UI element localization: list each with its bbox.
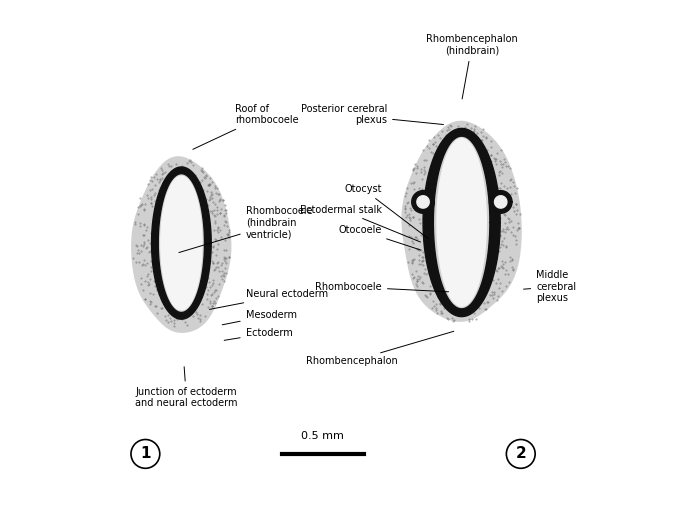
Polygon shape (402, 121, 521, 321)
Text: Ectoderm: Ectoderm (224, 328, 293, 340)
Polygon shape (412, 191, 434, 213)
Text: Mesoderm: Mesoderm (222, 310, 297, 325)
Text: Posterior cerebral
plexus: Posterior cerebral plexus (300, 104, 443, 125)
Polygon shape (417, 196, 429, 208)
Polygon shape (437, 139, 487, 306)
Text: Ectodermal stalk: Ectodermal stalk (300, 205, 420, 242)
Polygon shape (151, 167, 211, 319)
Text: Junction of ectoderm
and neural ectoderm: Junction of ectoderm and neural ectoderm (135, 367, 238, 408)
Text: Otocyst: Otocyst (344, 184, 429, 239)
Text: Roof of
rhombocoele: Roof of rhombocoele (193, 104, 299, 149)
Text: 2: 2 (515, 446, 526, 461)
Polygon shape (495, 196, 507, 208)
Polygon shape (132, 157, 231, 332)
Text: Rhombocoele
(hindbrain
ventricle): Rhombocoele (hindbrain ventricle) (179, 206, 312, 253)
Text: 0.5 mm: 0.5 mm (301, 431, 344, 441)
Text: Middle
cerebral
plexus: Middle cerebral plexus (523, 270, 576, 303)
Polygon shape (161, 176, 202, 310)
Text: Neural ectoderm: Neural ectoderm (210, 290, 328, 309)
Text: Rhombocoele: Rhombocoele (315, 282, 449, 292)
Polygon shape (489, 191, 512, 213)
Polygon shape (423, 128, 500, 316)
Text: Rhombencephalon
(hindbrain): Rhombencephalon (hindbrain) (426, 34, 518, 99)
Text: Otocoele: Otocoele (339, 225, 420, 250)
Text: Rhombencephalon: Rhombencephalon (305, 331, 454, 367)
Text: 1: 1 (140, 446, 151, 461)
